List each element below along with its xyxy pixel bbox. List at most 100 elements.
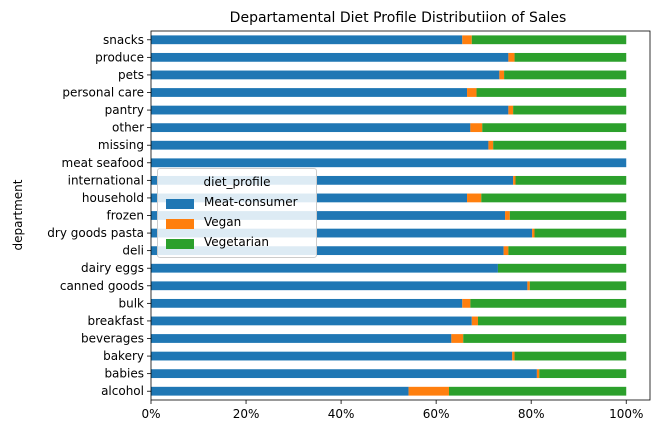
x-tick-label: 80% — [518, 407, 545, 421]
bar-pets-meat-consumer — [151, 70, 500, 80]
bar-bakery-meat-consumer — [151, 351, 513, 361]
bar-other-vegan — [470, 123, 483, 133]
bar-pantry-vegetarian — [513, 105, 627, 115]
y-tick-label: personal care — [62, 86, 144, 100]
bar-household-vegan — [467, 193, 482, 203]
y-tick-label: other — [112, 121, 144, 135]
plot-area-frame — [150, 30, 651, 401]
bar-alcohol-vegetarian — [448, 386, 627, 396]
chart-title: Departamental Diet Profile Distributiion… — [230, 10, 567, 26]
bar-personal-care-vegan — [467, 88, 477, 97]
legend: diet_profile Meat-consumer Vegan Vegetar… — [157, 168, 317, 258]
bar-babies-meat-consumer — [151, 369, 537, 379]
bar-personal-care-vegetarian — [476, 88, 627, 97]
bar-produce-meat-consumer — [151, 52, 509, 62]
bar-snacks-vegan — [462, 35, 472, 45]
bar-pets-vegan — [499, 70, 505, 80]
bar-produce-vegan — [508, 52, 515, 62]
bar-international-vegan — [513, 175, 516, 185]
bar-canned-goods-vegan — [527, 281, 530, 291]
y-tick-label: deli — [122, 244, 144, 258]
bar-babies-vegan — [536, 369, 540, 379]
bar-alcohol-vegan — [408, 386, 449, 396]
bar-canned-goods-vegetarian — [529, 281, 627, 291]
y-tick-label: canned goods — [60, 279, 144, 293]
bar-beverages-vegetarian — [463, 334, 627, 343]
bar-canned-goods-meat-consumer — [151, 281, 528, 291]
bar-bulk-meat-consumer — [151, 298, 463, 308]
bar-frozen-vegetarian — [509, 211, 627, 220]
x-tick-label: 100% — [609, 407, 643, 421]
y-tick-label: dry goods pasta — [47, 226, 144, 240]
legend-label-meat-consumer: Meat-consumer — [204, 195, 298, 209]
bar-international-vegetarian — [515, 175, 627, 185]
bar-deli-meat-consumer — [151, 246, 504, 256]
bar-missing-vegan — [488, 140, 494, 150]
bar-international-meat-consumer — [151, 175, 514, 185]
bar-deli-vegan — [503, 246, 509, 256]
bar-beverages-meat-consumer — [151, 334, 452, 343]
y-axis: snacks produce pets personal care pantry othe… — [47, 33, 151, 398]
bar-pantry-meat-consumer — [151, 105, 509, 115]
bar-missing-vegetarian — [493, 140, 627, 150]
bar-breakfast-vegan — [471, 316, 478, 326]
x-tick-label: 0% — [141, 407, 160, 421]
bar-beverages-vegan — [451, 334, 464, 343]
bar-deli-vegetarian — [508, 246, 627, 256]
y-tick-label: meat seafood — [62, 156, 144, 170]
bar-dry-goods-pasta-vegetarian — [534, 228, 627, 238]
y-tick-label: frozen — [106, 209, 144, 223]
bar-bakery-vegan — [512, 351, 515, 361]
y-tick-label: dairy eggs — [81, 261, 144, 275]
y-axis-label: department — [11, 179, 25, 250]
bar-pets-vegetarian — [504, 70, 627, 80]
y-tick-label: pets — [118, 68, 144, 82]
bar-frozen-vegan — [505, 211, 510, 220]
y-tick-label: alcohol — [101, 384, 144, 398]
bar-alcohol-meat-consumer — [151, 386, 409, 396]
legend-label-vegan: Vegan — [204, 215, 242, 229]
bar-snacks-meat-consumer — [151, 35, 463, 45]
bar-breakfast-vegetarian — [477, 316, 627, 326]
bar-dairy-eggs-vegetarian — [497, 263, 627, 273]
bar-personal-care-meat-consumer — [151, 88, 468, 97]
y-tick-label: breakfast — [87, 314, 144, 328]
bar-dry-goods-pasta-vegan — [532, 228, 535, 238]
legend-title: diet_profile — [203, 175, 271, 189]
y-tick-label: produce — [95, 50, 144, 64]
bar-other-vegetarian — [482, 123, 627, 133]
bar-snacks-vegetarian — [471, 35, 627, 45]
legend-swatch-vegetarian — [166, 239, 194, 249]
bar-bakery-vegetarian — [514, 351, 627, 361]
bar-frozen-meat-consumer — [151, 211, 506, 220]
bar-bulk-vegan — [462, 298, 471, 308]
bar-pantry-vegan — [508, 105, 514, 115]
x-tick-label: 60% — [423, 407, 450, 421]
y-tick-label: snacks — [103, 33, 144, 47]
y-tick-label: beverages — [81, 332, 144, 346]
y-tick-label: pantry — [105, 103, 144, 117]
bar-produce-vegetarian — [514, 52, 627, 62]
bar-bulk-vegetarian — [470, 298, 627, 308]
bars-group — [151, 35, 627, 396]
x-tick-label: 40% — [328, 407, 355, 421]
legend-swatch-meat-consumer — [166, 199, 194, 209]
bar-breakfast-meat-consumer — [151, 316, 472, 326]
bar-dairy-eggs-meat-consumer — [151, 263, 498, 273]
bar-dry-goods-pasta-meat-consumer — [151, 228, 533, 238]
bar-other-meat-consumer — [151, 123, 471, 133]
y-tick-label: household — [82, 191, 144, 205]
bar-missing-meat-consumer — [151, 140, 489, 150]
x-tick-label: 20% — [233, 407, 260, 421]
legend-label-vegetarian: Vegetarian — [204, 235, 269, 249]
x-axis: 0% 20% 40% 60% 80% 100% — [141, 400, 643, 421]
bar-meat-seafood-meat-consumer — [151, 158, 627, 168]
y-tick-label: babies — [104, 367, 144, 381]
y-tick-label: bulk — [118, 296, 144, 310]
y-tick-label: missing — [98, 138, 144, 152]
bar-household-vegetarian — [481, 193, 627, 203]
bar-babies-vegetarian — [539, 369, 627, 379]
legend-swatch-vegan — [166, 219, 194, 229]
y-tick-label: international — [68, 173, 144, 187]
